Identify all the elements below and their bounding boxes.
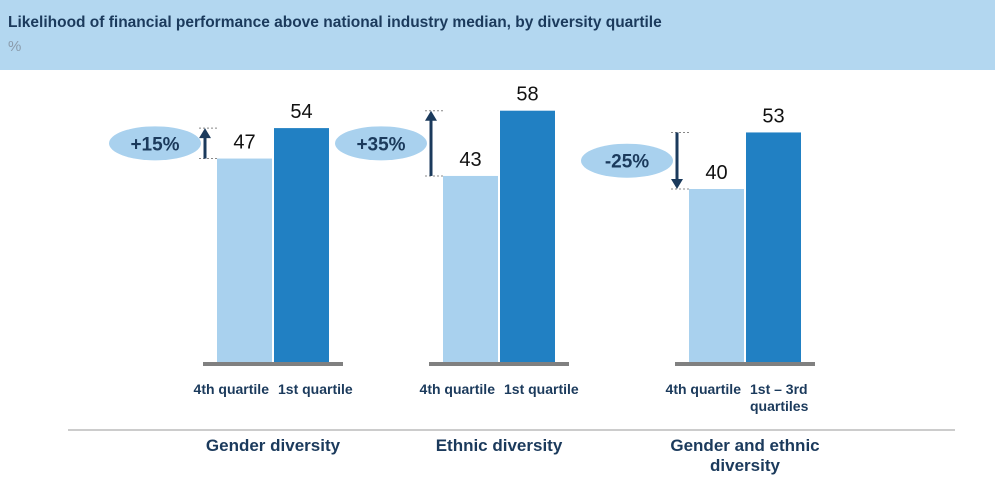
category-label: 1st quartile — [278, 381, 353, 397]
bar — [274, 128, 329, 363]
category-label: 1st quartile — [504, 381, 579, 397]
category-label: 4th quartile — [193, 381, 269, 397]
arrow-head — [671, 179, 683, 189]
header-band: Likelihood of financial performance abov… — [0, 0, 995, 70]
value-label: 47 — [233, 132, 255, 154]
annotation: -25% — [605, 152, 649, 173]
bar — [217, 158, 272, 363]
value-label: 40 — [705, 162, 727, 184]
category-label: 4th quartile — [419, 381, 495, 397]
group-label: Ethnic diversity — [435, 436, 563, 455]
chart-subtitle: % — [8, 38, 22, 55]
value-label: 54 — [290, 101, 312, 123]
value-label: 43 — [459, 149, 481, 171]
bar — [689, 189, 744, 363]
annotation: +15% — [130, 134, 179, 155]
annotation: +35% — [356, 134, 405, 155]
group-label: Gender diversity — [205, 436, 341, 455]
bar — [443, 175, 498, 363]
annotation-bubble — [581, 143, 673, 178]
group-label: Gender and ethnic diversity — [670, 436, 820, 475]
chart-title: Likelihood of financial performance abov… — [8, 14, 662, 31]
annotation-bubble — [109, 126, 201, 161]
category-label: 4th quartile — [665, 381, 741, 397]
arrow-head — [425, 110, 437, 121]
value-label: 58 — [516, 84, 538, 106]
bar — [500, 110, 555, 363]
value-label: 53 — [762, 105, 784, 127]
annotation-bubble — [335, 126, 427, 161]
category-label: 1st – 3rd quartiles — [750, 381, 809, 414]
bar — [746, 132, 801, 363]
arrow-head — [199, 128, 211, 139]
